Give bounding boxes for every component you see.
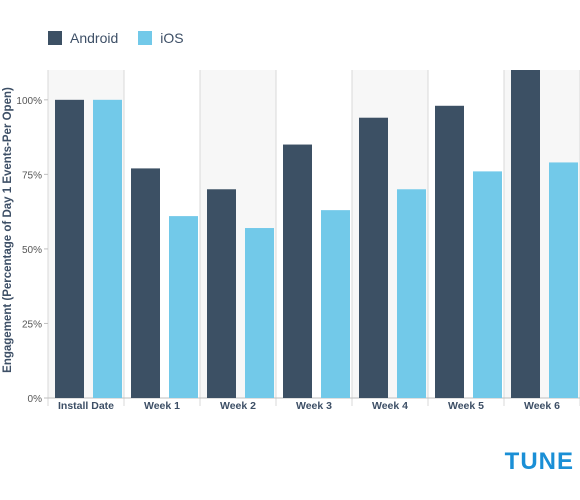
bar-android-install-date [55,99,84,399]
y-tick-label: 100% [16,96,42,107]
y-tick-label: 0% [28,394,43,405]
x-tick-label: Week 5 [448,400,484,412]
bar-android-week-1 [131,168,160,398]
legend-swatch-ios [138,31,153,45]
legend-label-android: Android [70,30,119,46]
bar-ios-week-4 [397,189,426,398]
bar-ios-week-3 [321,210,350,398]
legend-label-ios: iOS [160,30,184,46]
bar-android-week-5 [435,105,464,399]
x-tick-label: Week 4 [372,400,408,412]
bar-android-week-6 [511,70,540,398]
bar-ios-week-5 [473,171,502,398]
x-tick-label: Week 6 [524,400,560,412]
bar-ios-week-1 [169,216,198,398]
bar-android-week-2 [207,189,236,398]
legend-item-ios: iOS [138,30,184,46]
tune-logo: TUNE [504,448,574,475]
bar-ios-install-date [93,99,122,399]
bar-ios-week-2 [245,228,274,398]
y-tick-label: 75% [22,170,42,181]
legend-item-android: Android [48,30,118,46]
bar-android-week-4 [359,117,388,398]
x-tick-label: Week 1 [144,400,180,412]
y-tick-label: 25% [22,319,42,330]
legend-swatch-android [48,31,62,45]
x-tick-label: Week 3 [296,400,332,412]
bar-ios-week-6 [549,162,578,398]
legend: Android iOS [48,30,184,46]
x-tick-label: Install Date [58,400,114,412]
bar-android-week-3 [283,144,312,398]
y-tick-label: 50% [22,245,42,256]
x-tick-label: Week 2 [220,400,256,412]
